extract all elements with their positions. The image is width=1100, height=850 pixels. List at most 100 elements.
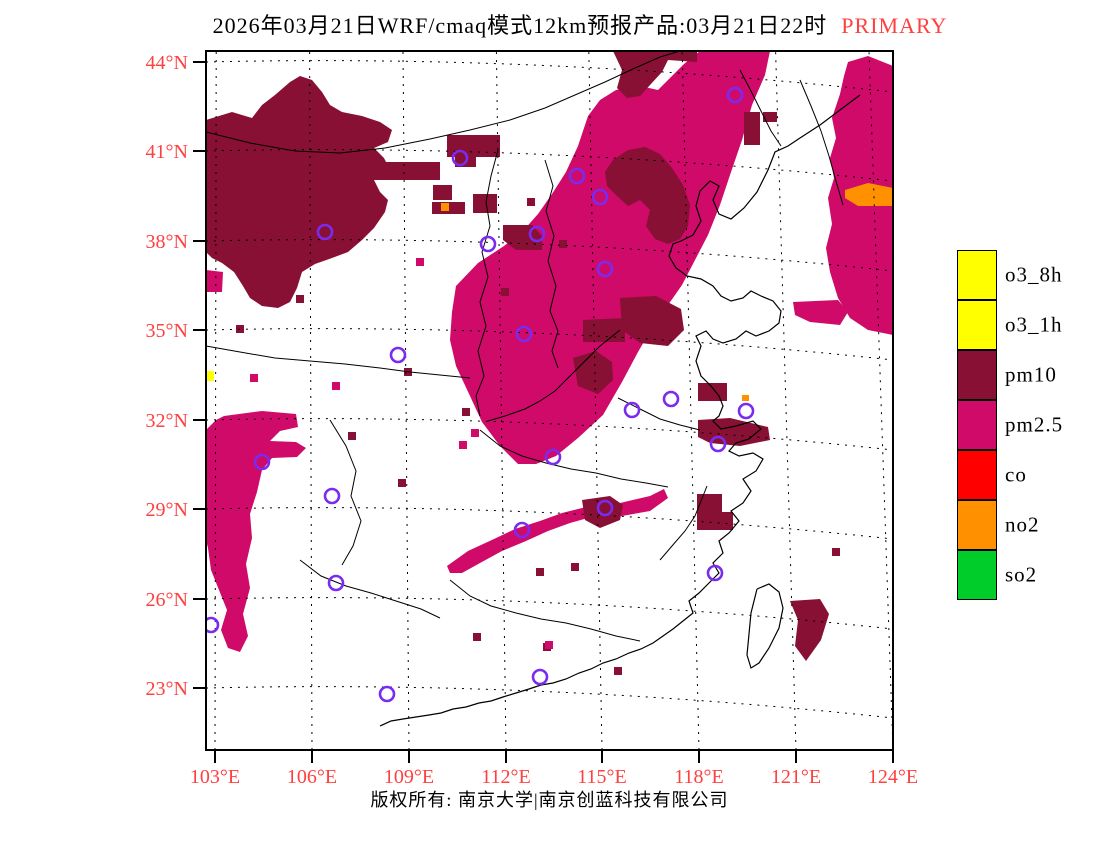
city-marker	[513, 521, 531, 539]
province-boundary	[206, 345, 471, 379]
region-pm10	[698, 418, 770, 446]
province-boundary	[479, 429, 669, 488]
region-no2	[845, 183, 893, 206]
lat-tick-label: 29°N	[146, 499, 188, 521]
province-boundary	[659, 485, 708, 561]
province-boundary	[617, 397, 701, 431]
legend-item-pm10: pm10	[957, 350, 1100, 400]
region-pm10	[206, 76, 392, 308]
region-pm25	[206, 411, 306, 652]
dot-pm10	[296, 295, 304, 303]
province-boundary	[449, 579, 641, 642]
dot-pm10	[462, 408, 470, 416]
city-marker	[451, 149, 469, 167]
lat-tick-label: 38°N	[146, 231, 188, 253]
province-boundary	[487, 329, 621, 422]
region-pm10	[620, 296, 684, 346]
city-marker	[596, 499, 614, 517]
legend-swatch-o3_1h	[957, 300, 997, 350]
lat-tick-label: 41°N	[146, 141, 188, 163]
city-marker	[323, 487, 341, 505]
city-marker	[253, 453, 271, 471]
lat-tick-label: 23°N	[146, 678, 188, 700]
region-pm10	[447, 135, 500, 167]
title-pollutant-tag: PRIMARY	[841, 13, 948, 38]
region-pm25	[450, 51, 770, 464]
province-boundary	[544, 159, 559, 369]
lon-tick-label: 124°E	[868, 766, 918, 788]
legend-label: pm2.5	[1005, 412, 1064, 437]
dot-pm25	[471, 429, 479, 437]
region-pm10	[697, 494, 733, 530]
dot-pm25	[459, 441, 467, 449]
dot-pm10	[559, 240, 567, 248]
dot-pm25	[416, 258, 424, 266]
city-marker	[528, 225, 546, 243]
legend-item-o3_1h: o3_1h	[957, 300, 1100, 350]
city-marker	[591, 188, 609, 206]
dot-pm10	[832, 548, 840, 556]
legend-label: pm10	[1005, 362, 1057, 387]
region-pm10	[744, 112, 760, 145]
dot-pm10	[473, 633, 481, 641]
pollutant-legend: o3_8h o3_1h pm10 pm2.5 co no2 so2	[957, 250, 1100, 600]
region-o3	[206, 371, 214, 381]
city-marker	[378, 685, 396, 703]
dot-pm25	[332, 382, 340, 390]
legend-swatch-o3_8h	[957, 250, 997, 300]
copyright-text: 版权所有: 南京大学|南京创蓝科技有限公司	[370, 790, 729, 810]
lon-tick-label: 121°E	[771, 766, 821, 788]
legend-label: o3_1h	[1005, 312, 1063, 337]
region-pm10	[583, 318, 625, 342]
legend-swatch-co	[957, 450, 997, 500]
city-marker	[568, 167, 586, 185]
dot-pm10	[277, 269, 285, 277]
province-boundary	[299, 559, 441, 619]
legend-label: o3_8h	[1005, 262, 1063, 287]
city-marker	[316, 223, 334, 241]
city-marker	[479, 235, 497, 253]
region-pm10	[582, 496, 623, 528]
legend-item-no2: no2	[957, 500, 1100, 550]
island-outline	[746, 583, 784, 669]
lon-tick-label: 109°E	[384, 766, 434, 788]
city-marker	[726, 86, 744, 104]
dot-pm10	[236, 325, 244, 333]
province-boundary	[206, 51, 681, 154]
legend-label: co	[1005, 462, 1027, 487]
lat-tick-label: 44°N	[146, 52, 188, 74]
legend-label: so2	[1005, 562, 1038, 587]
lon-tick-label: 118°E	[674, 766, 723, 788]
region-pm10	[763, 112, 777, 122]
dot-pm10	[614, 667, 622, 675]
city-marker	[515, 325, 533, 343]
dot-pm10	[332, 189, 340, 197]
region-pm10	[790, 599, 829, 661]
region-pm10	[370, 162, 440, 180]
dot-pm10	[536, 568, 544, 576]
region-pm25	[206, 270, 223, 292]
region-pm10	[698, 383, 727, 401]
region-no2	[441, 203, 449, 211]
region-pm10	[605, 147, 690, 244]
legend-item-o3_8h: o3_8h	[957, 250, 1100, 300]
map-frame	[205, 50, 894, 751]
legend-swatch-pm25	[957, 400, 997, 450]
province-boundary	[329, 419, 362, 566]
lon-tick-label: 115°E	[577, 766, 626, 788]
region-pm10	[613, 51, 697, 98]
city-marker	[706, 564, 724, 582]
region-pm10	[573, 351, 613, 394]
region-pm25	[793, 300, 848, 325]
dot-pm25	[545, 641, 553, 649]
city-marker	[737, 402, 755, 420]
lon-tick-label: 103°E	[190, 766, 240, 788]
dot-pm10	[398, 479, 406, 487]
lat-tick-label: 32°N	[146, 410, 188, 432]
legend-item-pm25: pm2.5	[957, 400, 1100, 450]
region-pm10	[433, 185, 452, 200]
dot-pm10	[571, 563, 579, 571]
legend-item-co: co	[957, 450, 1100, 500]
region-pm10	[503, 225, 542, 250]
